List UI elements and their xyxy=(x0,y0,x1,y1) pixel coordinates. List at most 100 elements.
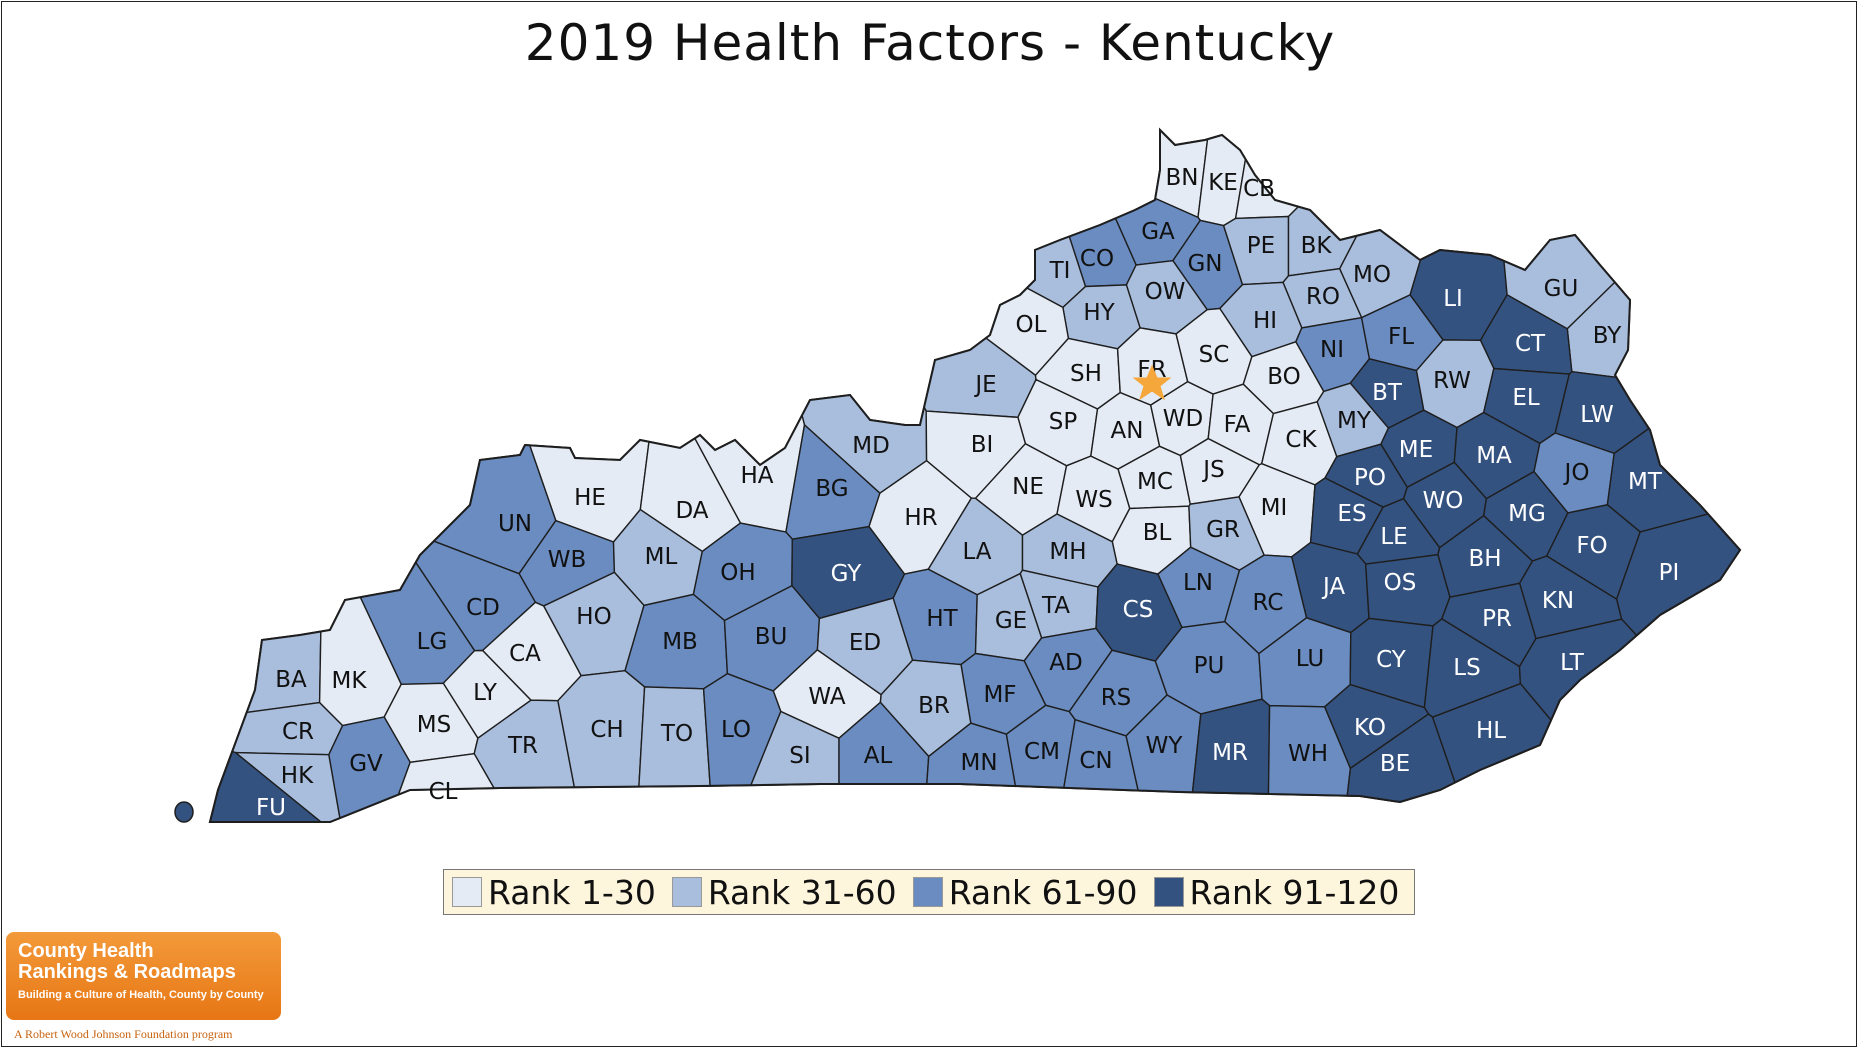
legend-item-rank-1-30: Rank 1-30 xyxy=(452,873,656,912)
county-fu[interactable] xyxy=(150,722,333,831)
county-label-ko: KO xyxy=(1354,715,1386,741)
county-label-ti: TI xyxy=(1049,258,1071,284)
county-label-ca: CA xyxy=(509,641,541,667)
county-label-bn: BN xyxy=(1166,165,1199,191)
county-label-be: BE xyxy=(1380,751,1410,777)
county-label-md: MD xyxy=(852,433,890,459)
county-label-br: BR xyxy=(918,693,950,719)
county-label-hl: HL xyxy=(1476,718,1506,744)
county-label-bi: BI xyxy=(971,432,994,458)
county-label-ch: CH xyxy=(590,717,623,743)
legend-swatch xyxy=(912,877,943,907)
county-label-bu: BU xyxy=(755,624,788,650)
county-label-ga: GA xyxy=(1141,219,1175,245)
county-label-bo: BO xyxy=(1267,364,1300,390)
county-label-gv: GV xyxy=(349,751,383,777)
county-label-ow: OW xyxy=(1145,279,1186,305)
county-label-pe: PE xyxy=(1247,233,1275,259)
county-label-si: SI xyxy=(789,743,810,769)
county-label-pu: PU xyxy=(1194,653,1225,679)
county-label-mr: MR xyxy=(1212,740,1248,766)
county-label-gy: GY xyxy=(831,561,863,587)
county-lt[interactable] xyxy=(1518,618,1761,830)
county-label-es: ES xyxy=(1337,501,1366,527)
county-label-lg: LG xyxy=(417,629,448,655)
county-un[interactable] xyxy=(150,110,557,575)
legend-item-rank-61-90: Rank 61-90 xyxy=(912,872,1138,912)
legend-item-rank-31-60: Rank 31-60 xyxy=(671,873,897,912)
county-label-ws: WS xyxy=(1075,487,1112,513)
county-cb[interactable] xyxy=(1234,110,1397,220)
county-label-bh: BH xyxy=(1468,546,1501,572)
county-label-ni: NI xyxy=(1320,337,1344,363)
legend-item-rank-91-120: Rank 91-120 xyxy=(1153,872,1400,912)
county-label-bl: BL xyxy=(1143,520,1172,546)
county-label-ck: CK xyxy=(1285,427,1317,453)
county-label-ly: LY xyxy=(473,680,498,706)
county-label-ma: MA xyxy=(1476,443,1512,469)
county-label-fo: FO xyxy=(1576,533,1607,559)
county-ch[interactable] xyxy=(557,669,646,830)
legend-swatch xyxy=(452,877,482,907)
county-label-cl: CL xyxy=(429,779,458,805)
county-ba[interactable] xyxy=(150,236,324,726)
county-to[interactable] xyxy=(635,686,714,830)
logo-line-1: County Health xyxy=(18,940,154,962)
county-label-wo: WO xyxy=(1423,488,1464,514)
county-label-kn: KN xyxy=(1542,588,1574,614)
county-label-rs: RS xyxy=(1101,685,1132,711)
county-label-mi: MI xyxy=(1261,495,1288,521)
county-label-jo: JO xyxy=(1563,460,1590,486)
county-label-la: LA xyxy=(962,539,991,565)
county-label-sh: SH xyxy=(1070,361,1102,387)
county-label-bk: BK xyxy=(1301,233,1333,259)
county-label-mg: MG xyxy=(1508,501,1546,527)
county-label-an: AN xyxy=(1111,418,1144,444)
county-label-hy: HY xyxy=(1083,300,1115,326)
county-ol[interactable] xyxy=(774,152,1070,377)
county-label-ge: GE xyxy=(995,608,1027,634)
county-label-cm: CM xyxy=(1024,739,1060,765)
star-icon xyxy=(1132,364,1172,401)
county-health-rankings-logo[interactable]: County Health Rankings & Roadmaps Buildi… xyxy=(6,932,281,1020)
county-label-ba: BA xyxy=(275,667,307,693)
county-label-fl: FL xyxy=(1388,324,1414,350)
county-label-by: BY xyxy=(1593,323,1623,349)
county-label-lu: LU xyxy=(1296,646,1325,672)
county-ti[interactable] xyxy=(733,110,1087,309)
county-label-ms: MS xyxy=(417,712,451,738)
county-label-gn: GN xyxy=(1187,251,1222,277)
county-label-mc: MC xyxy=(1137,469,1173,495)
county-label-my: MY xyxy=(1337,408,1372,434)
legend-label: Rank 91-120 xyxy=(1189,872,1400,912)
county-label-ed: ED xyxy=(849,630,881,656)
county-mt[interactable] xyxy=(1606,373,1760,533)
county-label-co: CO xyxy=(1080,246,1114,272)
county-label-ls: LS xyxy=(1453,655,1480,681)
county-label-ad: AD xyxy=(1049,650,1082,676)
county-hl[interactable] xyxy=(1431,682,1645,830)
county-label-mf: MF xyxy=(983,682,1016,708)
county-label-to: TO xyxy=(660,721,693,747)
legend-label: Rank 61-90 xyxy=(948,872,1138,912)
county-label-wb: WB xyxy=(548,547,587,573)
legend-swatch xyxy=(1153,877,1184,907)
county-label-os: OS xyxy=(1384,570,1417,596)
county-md[interactable] xyxy=(720,110,928,495)
logo-footer: A Robert Wood Johnson Foundation program xyxy=(14,1027,233,1041)
county-label-ro: RO xyxy=(1306,284,1340,310)
state-border xyxy=(208,127,1742,823)
island-fragment xyxy=(174,801,194,823)
county-label-mk: MK xyxy=(332,668,368,694)
legend: Rank 1-30 Rank 31-60 Rank 61-90 Rank 91-… xyxy=(443,869,1415,915)
county-bn[interactable] xyxy=(1034,110,1212,219)
county-label-lo: LO xyxy=(721,717,751,743)
county-label-pi: PI xyxy=(1659,560,1680,586)
county-label-ml: ML xyxy=(645,544,678,570)
county-label-mo: MO xyxy=(1353,262,1391,288)
legend-label: Rank 1-30 xyxy=(488,872,656,912)
county-label-wh: WH xyxy=(1288,741,1328,767)
county-label-mh: MH xyxy=(1049,539,1086,565)
